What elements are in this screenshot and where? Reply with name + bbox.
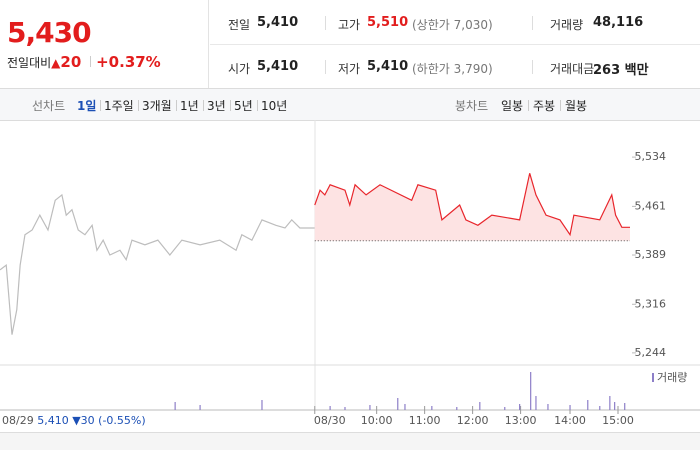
volume-bar: [624, 403, 626, 410]
tab[interactable]: 1년: [180, 99, 199, 113]
legend-label: 거래량: [657, 371, 687, 384]
volume-bar: [609, 396, 611, 410]
volume-bar: [530, 372, 532, 410]
volume-bar: [404, 404, 406, 410]
x-tick-label: 08/30: [314, 414, 346, 427]
volume-bar: [174, 402, 176, 410]
tab-separator: [230, 100, 231, 111]
stat-note: (상한가 7,030): [412, 18, 493, 32]
change-rate: +0.37%: [96, 53, 161, 71]
tab-separator: [528, 100, 529, 111]
volume-bar: [431, 406, 433, 410]
y-tick-label: 5,244: [635, 346, 667, 359]
tab-separator: [176, 100, 177, 111]
volume-bar: [569, 405, 571, 410]
y-tick-label: 5,461: [635, 199, 667, 212]
volume-bar: [547, 404, 549, 410]
tab-separator: [138, 100, 139, 111]
stat-label: 시가: [228, 62, 251, 76]
tab[interactable]: 10년: [261, 99, 288, 113]
tab-separator: [203, 100, 204, 111]
x-tick-label: 15:00: [602, 414, 634, 427]
volume-bar: [587, 400, 589, 410]
tab-separator: [257, 100, 258, 111]
stat-label: 거래대금: [550, 62, 595, 76]
prev-day-info: 08/29 5,410 ▼30 (-0.55%): [2, 414, 146, 427]
tab[interactable]: 3년: [207, 99, 226, 113]
change-row: 전일대비▲20 +0.37%: [7, 53, 161, 71]
divider: [90, 56, 92, 67]
x-tick-label: 13:00: [505, 414, 537, 427]
volume-bar: [614, 402, 616, 410]
volume-bar: [519, 404, 521, 410]
volume-bar: [344, 407, 346, 410]
area: [314, 173, 630, 241]
stat-value: 5,510: [367, 15, 409, 30]
tab-bar: 선차트 1일 1주일 3개월 1년 3년 5년 10년 봉차트 일봉 주봉 월봉: [0, 88, 700, 121]
tab[interactable]: 일봉: [501, 99, 524, 113]
price-line: [314, 173, 630, 237]
row-divider: [210, 44, 700, 45]
tab[interactable]: 3개월: [142, 99, 172, 113]
tab[interactable]: 월봉: [565, 99, 588, 113]
volume-bar: [199, 405, 201, 410]
legend-swatch: [652, 373, 654, 382]
col-divider: [532, 60, 533, 74]
stat-value: 48,116: [593, 15, 644, 30]
x-tick-label: 10:00: [361, 414, 393, 427]
y-tick-label: 5,316: [635, 297, 667, 310]
x-tick-label: 14:00: [554, 414, 586, 427]
col-divider: [532, 16, 533, 30]
chart: 5,534 5,461 5,389 5,316 5,244 08/30 10:00 11:00…: [0, 120, 700, 427]
volume-bar: [261, 400, 263, 410]
tab[interactable]: 1주일: [104, 99, 134, 113]
volume-bar: [599, 406, 601, 410]
stat-note: (하한가 3,790): [412, 62, 493, 76]
stat-label: 전일: [228, 18, 251, 32]
stat-label: 저가: [338, 62, 361, 76]
prev-date: 08/29: [2, 414, 34, 427]
stat-value: 5,410: [257, 59, 299, 74]
tab[interactable]: 5년: [234, 99, 253, 113]
prev-change-rate: (-0.55%): [98, 414, 146, 427]
stat-label: 고가: [338, 18, 361, 32]
volume-bar: [504, 407, 506, 410]
y-tick-label: 5,389: [635, 248, 667, 261]
volume-bar: [397, 398, 399, 410]
stat-value: 5,410: [367, 59, 409, 74]
stat-value: 263 백만: [593, 63, 649, 78]
tab-group-label: 선차트: [32, 99, 66, 113]
change-symbol: ▲: [51, 56, 61, 70]
y-tick-label: 5,534: [635, 150, 667, 163]
prev-close: 5,410: [37, 414, 69, 427]
change-label: 전일대비: [7, 56, 52, 70]
volume-bar: [535, 396, 537, 410]
tab-separator: [100, 100, 101, 111]
col-divider: [325, 16, 326, 30]
change: 20: [60, 53, 82, 71]
col-divider: [325, 60, 326, 74]
tab-group-label: 봉차트: [455, 99, 489, 113]
price-box: [0, 0, 209, 88]
volume-bar: [329, 406, 331, 410]
volume-bar: [369, 405, 371, 410]
current-price: 5,430: [7, 16, 92, 49]
volume-bar: [456, 407, 458, 410]
tab-separator: [560, 100, 561, 111]
x-tick-label: 12:00: [457, 414, 489, 427]
prev-change: ▼30: [72, 414, 95, 427]
tab[interactable]: 1일: [77, 99, 97, 113]
stat-value: 5,410: [257, 15, 299, 30]
volume-bar: [479, 402, 481, 410]
tab[interactable]: 주봉: [533, 99, 556, 113]
x-tick-label: 11:00: [409, 414, 441, 427]
footer: [0, 432, 700, 450]
price-line: [0, 193, 315, 335]
stat-label: 거래량: [550, 18, 584, 32]
